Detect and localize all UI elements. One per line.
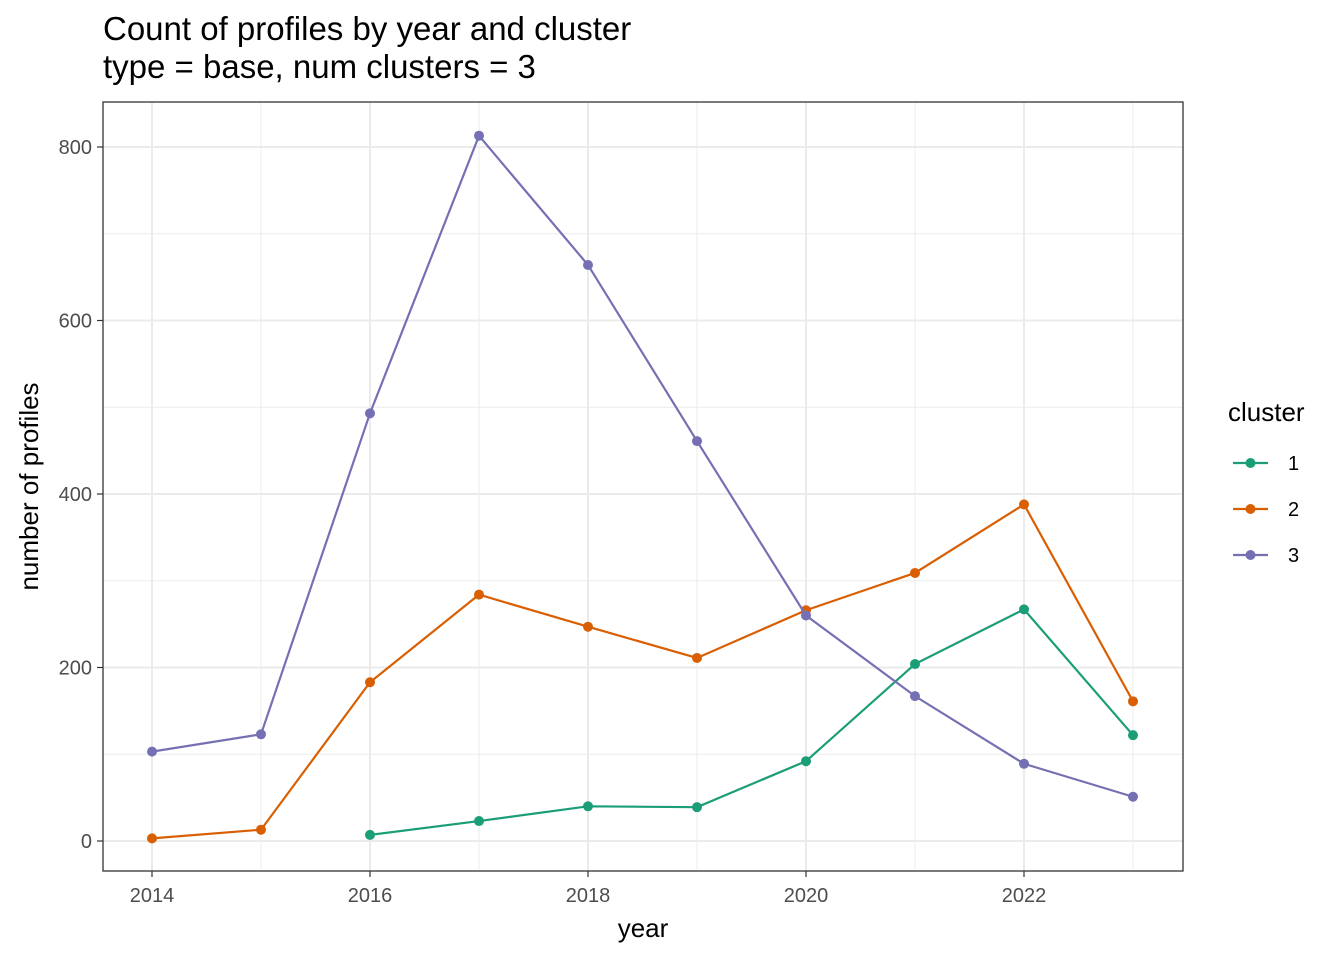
chart-subtitle: type = base, num clusters = 3 [103, 48, 536, 85]
data-point [583, 801, 593, 812]
data-point [910, 691, 920, 702]
data-point [365, 408, 375, 419]
data-point [1128, 730, 1138, 741]
x-tick-label: 2016 [348, 885, 393, 907]
series-3 [147, 130, 1138, 802]
data-point [692, 802, 702, 813]
legend-title: cluster [1228, 397, 1305, 427]
data-point [474, 589, 484, 600]
x-tick-label: 2022 [1002, 885, 1047, 907]
y-tick-label: 0 [81, 831, 92, 853]
data-point [1019, 758, 1029, 769]
series-line-1 [369, 608, 1134, 837]
data-point [1019, 604, 1029, 615]
series-1 [365, 604, 1138, 840]
data-point [910, 659, 920, 670]
y-tick-label: 800 [59, 137, 92, 159]
data-point [910, 567, 920, 578]
data-point [1128, 791, 1138, 802]
chart-title: Count of profiles by year and cluster [103, 10, 632, 47]
data-point [583, 621, 593, 632]
x-axis-label: year [618, 913, 669, 943]
legend-label: 1 [1288, 453, 1299, 475]
x-tick-label: 2014 [130, 885, 175, 907]
legend-key-point [1245, 458, 1256, 468]
series-line-2 [151, 502, 1134, 840]
x-tick-label: 2018 [566, 885, 611, 907]
data-point [474, 816, 484, 827]
legend-label: 3 [1288, 545, 1299, 567]
data-point [1128, 696, 1138, 707]
y-tick-label: 200 [59, 658, 92, 680]
data-point [147, 833, 157, 844]
data-point [256, 824, 266, 835]
legend-key-point [1245, 504, 1256, 514]
y-axis-label: number of profiles [14, 382, 44, 590]
data-point [147, 746, 157, 757]
data-point [1019, 499, 1029, 510]
data-point [801, 610, 811, 621]
legend-key-point [1245, 550, 1256, 560]
data-point [692, 436, 702, 447]
series-line-3 [151, 133, 1134, 798]
data-point [256, 729, 266, 740]
x-tick-label: 2020 [784, 885, 829, 907]
data-point [801, 756, 811, 767]
data-point [692, 652, 702, 663]
data-point [365, 829, 375, 840]
data-point [365, 677, 375, 688]
data-point [583, 259, 593, 270]
series-2 [147, 499, 1138, 844]
plot-panel-border [102, 101, 1184, 872]
data-point [474, 130, 484, 141]
legend-label: 2 [1288, 499, 1299, 521]
y-tick-label: 400 [59, 484, 92, 506]
y-tick-label: 600 [59, 311, 92, 333]
